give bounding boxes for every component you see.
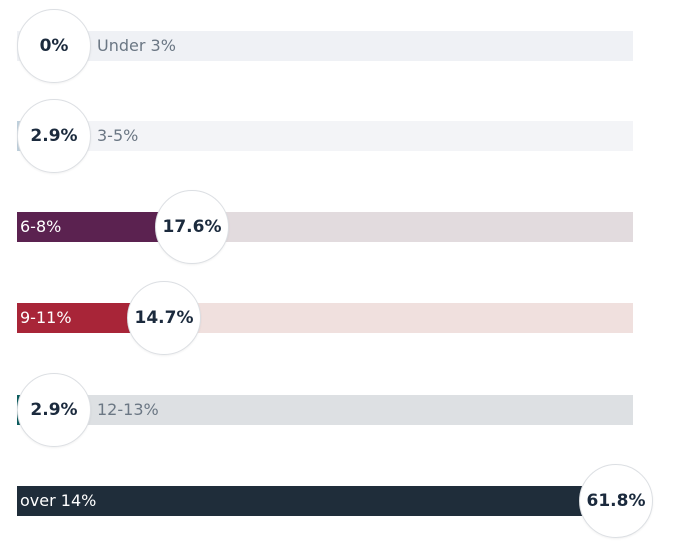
value-bubble: 14.7% xyxy=(127,281,201,355)
bar-track xyxy=(17,121,633,151)
bar-row: 6-8% xyxy=(17,212,633,242)
value-bubble: 61.8% xyxy=(579,464,653,538)
bar-row: 3-5% xyxy=(17,121,633,151)
value-bubble: 0% xyxy=(17,9,91,83)
bar-track xyxy=(17,395,633,425)
bar-row: 12-13% xyxy=(17,395,633,425)
bar-row: over 14% xyxy=(17,486,633,516)
bar-track xyxy=(17,31,633,61)
bar-row: Under 3% xyxy=(17,31,633,61)
category-label: 9-11% xyxy=(20,308,72,327)
category-label: over 14% xyxy=(20,491,97,510)
bar-fill xyxy=(17,486,633,516)
value-bubble: 2.9% xyxy=(17,373,91,447)
category-label: 12-13% xyxy=(97,400,159,419)
bar-row: 9-11% xyxy=(17,303,633,333)
category-label: 3-5% xyxy=(97,126,139,145)
value-bubble: 17.6% xyxy=(155,190,229,264)
value-bubble: 2.9% xyxy=(17,99,91,173)
category-label: 6-8% xyxy=(20,217,62,236)
category-label: Under 3% xyxy=(97,36,176,55)
